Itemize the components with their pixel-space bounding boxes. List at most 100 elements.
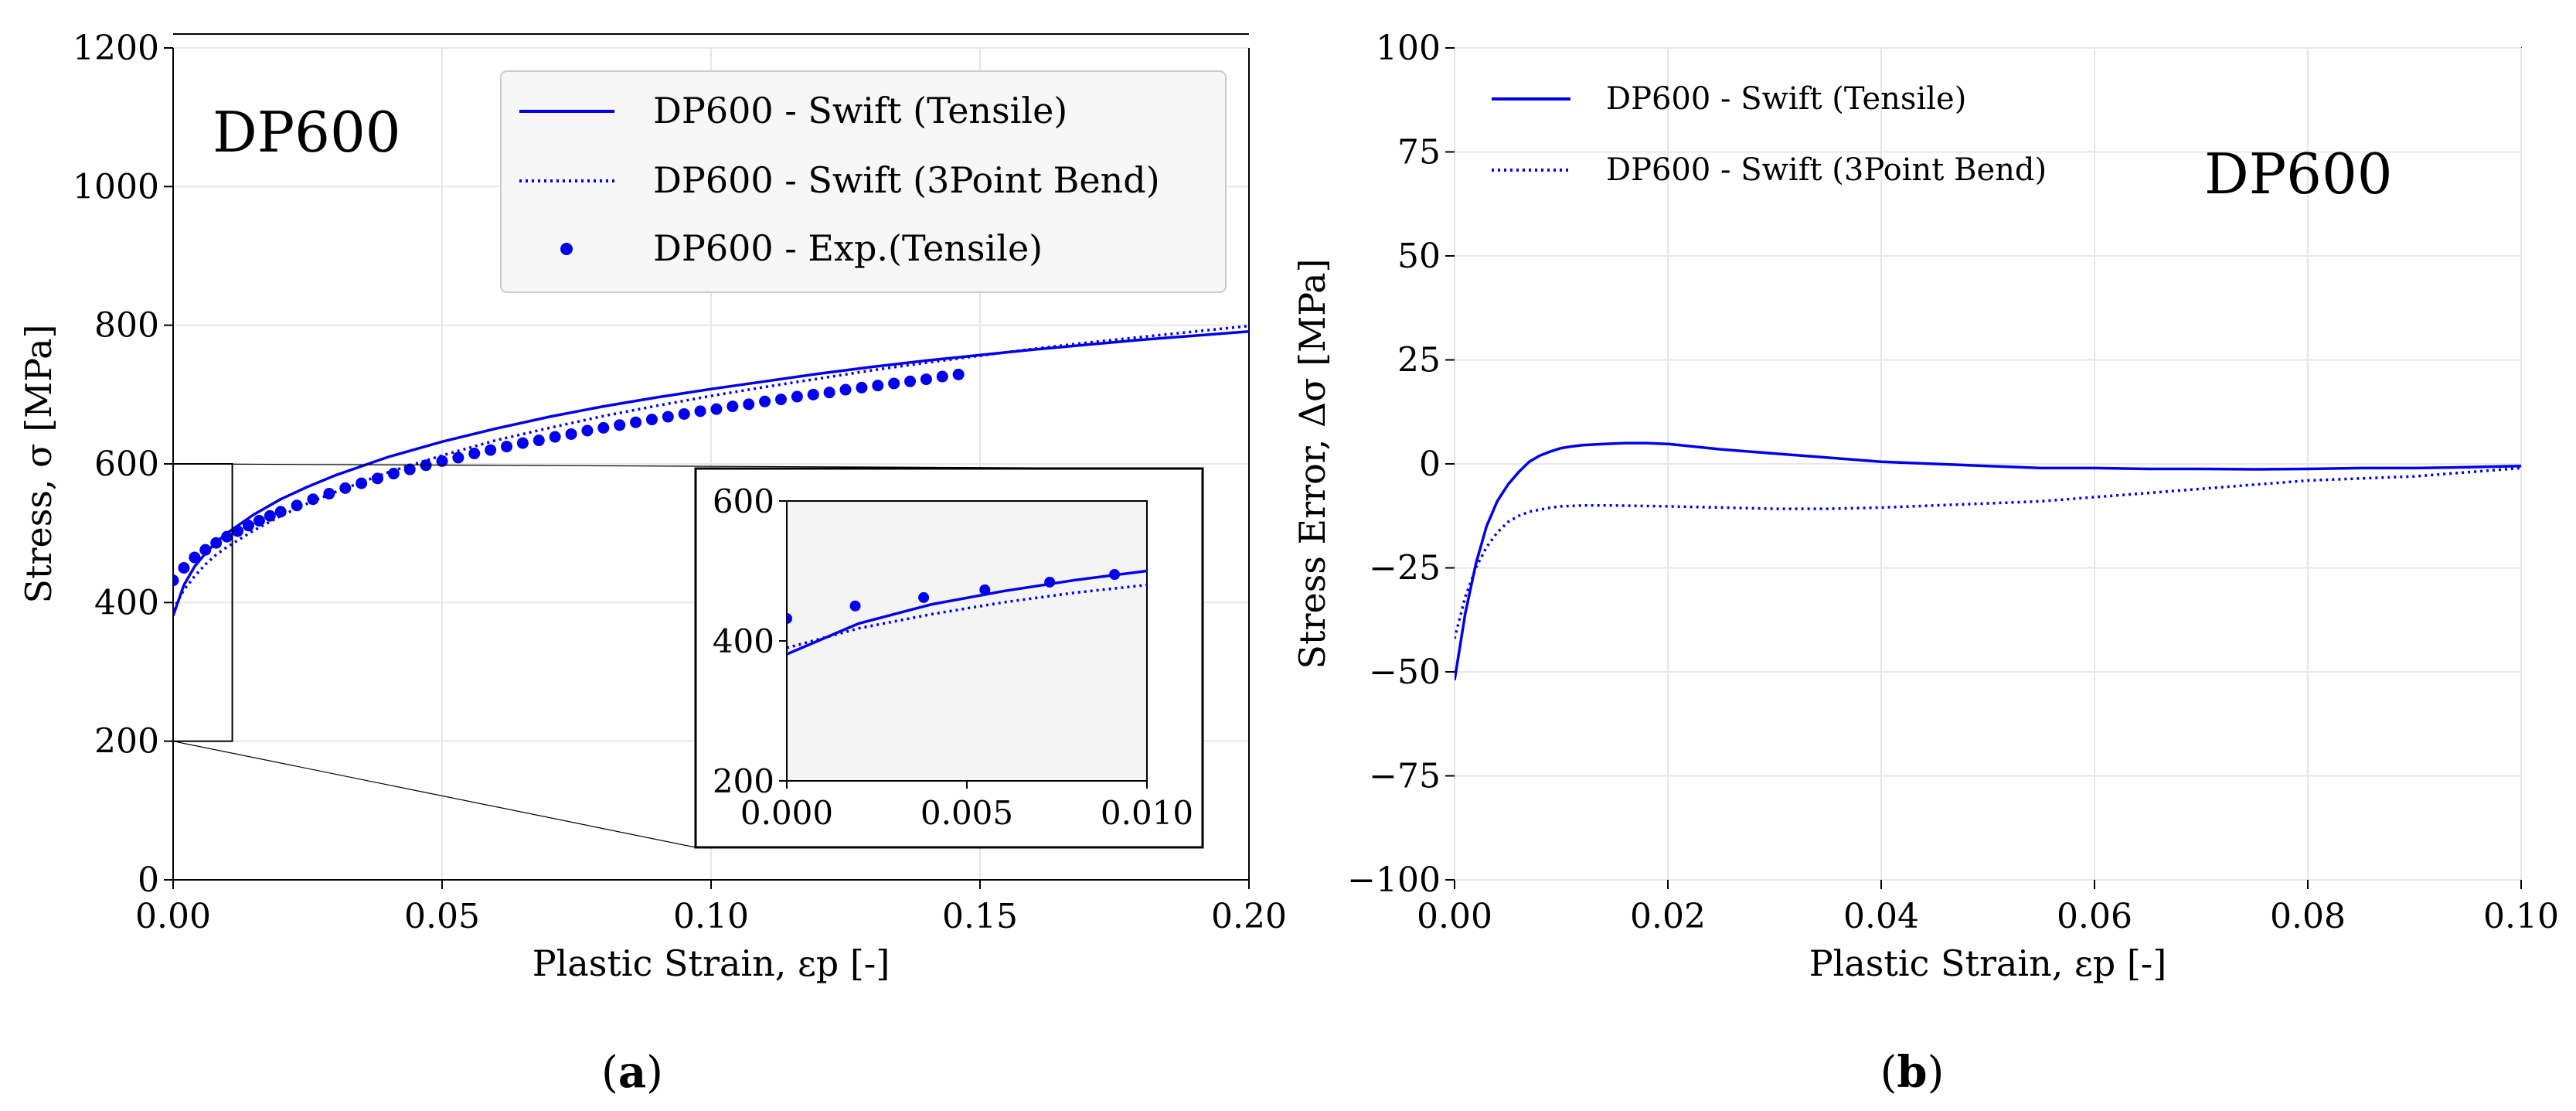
panel-b-y-axis-label: Stress Error, Δσ [MPa] [1291,258,1333,669]
exp-data-point [710,403,723,415]
exp-data-point [807,388,819,400]
exp-data-point [694,405,706,417]
exp-data-point [253,515,265,527]
x-tick-label: 0.15 [942,897,1018,936]
exp-data-point [178,562,190,574]
y-tick-label: −25 [1369,549,1441,588]
panel-a-x-ticks: 0.00 0.05 0.10 0.15 0.20 [135,880,1287,936]
panel-a-x-axis-label: Plastic Strain, εp [-] [533,942,890,984]
exp-data-point [371,472,383,485]
inset-y-tick-label: 200 [713,762,774,800]
legend-entry-swift-tensile: DP600 - Swift (Tensile) [653,90,1067,131]
inset-plot-background [786,500,1148,782]
exp-data-point [872,380,884,392]
x-tick-label: 0.10 [2483,897,2559,936]
exp-data-point [264,509,276,522]
exp-data-point [403,463,416,475]
y-tick-label: 100 [1376,29,1441,68]
legend-box [500,70,1227,293]
inset-axes: 0.000 0.005 0.010 200 400 600 [694,467,1204,849]
exp-data-point [630,416,642,428]
exp-data-point [759,395,771,407]
exp-data-point [387,468,400,480]
panel-b-series [1455,441,2521,681]
y-tick-label: 600 [94,445,159,484]
exp-data-point [823,387,835,399]
exp-data-point [936,370,948,383]
y-tick-label: 75 [1397,133,1441,172]
exp-data-point [189,551,201,564]
exp-data-point [645,414,658,426]
inset-x-tick-label: 0.005 [920,794,1013,832]
y-tick-label: 0 [138,861,159,900]
exp-data-point [774,394,787,406]
exp-data-point [356,477,368,489]
y-tick-label: −50 [1369,653,1441,692]
exp-data-point [662,411,674,423]
panel-b-x-axis-label: Plastic Strain, εp [-] [1809,942,2167,984]
exp-data-point [173,574,179,587]
y-tick-label: 0 [1419,445,1441,484]
exp-data-point [791,390,803,403]
y-tick-label: 800 [94,306,159,346]
inset-exp-data-point [1044,576,1056,588]
exp-data-point [856,381,868,394]
inset-exp-data-point [979,584,991,595]
inset-exp-data-point [918,591,930,603]
exp-data-point [452,452,464,464]
exp-data-point [614,419,626,431]
x-tick-label: 0.00 [135,897,211,936]
panel-b-y-ticks: −100 −75 −50 −25 0 25 50 75 100 [1347,29,1455,900]
exp-data-point [468,448,481,460]
x-tick-label: 0.05 [404,897,480,936]
y-tick-label: 50 [1397,237,1441,276]
panel-a-y-ticks: 0 200 400 600 800 1000 1200 [73,29,173,900]
y-tick-label: 200 [94,722,159,762]
inset-series [787,569,1147,656]
inset-exp-data-point [1109,569,1121,581]
exp-data-point [501,441,513,453]
exp-data-point [549,431,561,443]
exp-data-point [533,435,545,447]
inset-y-tick-label: 600 [713,482,774,520]
exp-data-point [920,373,932,386]
x-tick-label: 0.00 [1417,897,1492,936]
legend-entry-swift-3point: DP600 - Swift (3Point Bend) [653,159,1160,201]
inset-exp-data-point [787,613,792,625]
exp-data-point [199,544,212,556]
panel-a-legend: DP600 - Swift (Tensile) DP600 - Swift (3… [500,70,1227,293]
x-tick-label: 0.04 [1843,897,1919,936]
x-tick-label: 0.02 [1630,897,1706,936]
series-line-swift-3point-bend [1455,466,2521,639]
inset-y-tick-label: 400 [713,622,774,660]
panel-a-y-axis-label: Stress, σ [MPa] [18,325,60,604]
inset-line-swift-tensile [787,569,1147,656]
exp-data-point [232,525,244,537]
y-tick-label: 1200 [73,29,159,68]
exp-data-point [436,455,448,467]
x-tick-label: 0.08 [2270,897,2346,936]
inset-exp-data-point [849,600,861,612]
exp-data-point [210,537,223,549]
exp-data-point [291,499,303,512]
panel-b-x-ticks: 0.00 0.02 0.04 0.06 0.08 0.10 [1417,880,2559,936]
panel-b: 0.00 0.02 0.04 0.06 0.08 0.10 −100 −75 −50 −25 0 2… [1291,29,2559,1098]
legend-swatch-marker [560,243,573,255]
exp-data-point [727,400,739,413]
x-tick-label: 0.06 [2057,897,2132,936]
x-tick-label: 0.10 [673,897,749,936]
inset-line-swift-3point-bend [787,583,1147,649]
exp-data-point [221,530,233,543]
panel-a-title: DP600 [213,100,401,165]
series-line-swift-3point-bend [173,324,1249,611]
exp-data-point [339,482,352,494]
inset-ticks: 0.000 0.005 0.010 200 400 600 [713,482,1193,832]
y-tick-label: −100 [1347,861,1441,900]
legend-b-entry-swift-tensile: DP600 - Swift (Tensile) [1606,81,1966,117]
legend-b-entry-swift-3point: DP600 - Swift (3Point Bend) [1606,152,2047,188]
inset-x-tick-label: 0.000 [740,794,833,832]
exp-data-point [678,407,690,420]
exp-data-point [242,520,254,532]
exp-data-point [952,368,965,380]
